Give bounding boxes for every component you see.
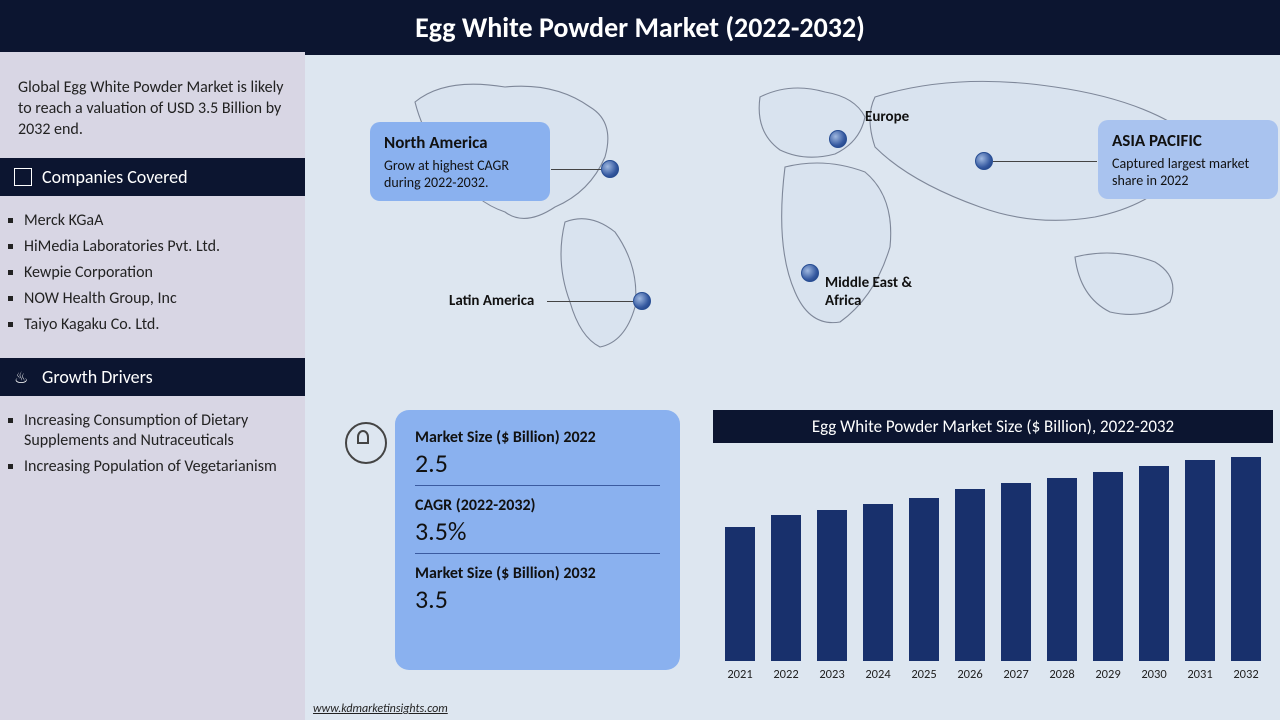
market-stats: Market Size ($ Billion) 2022 2.5 CAGR (2… bbox=[395, 410, 680, 670]
chart-bar bbox=[863, 504, 893, 662]
chart-bar bbox=[955, 489, 985, 661]
page-title: Egg White Powder Market (2022-2032) bbox=[0, 0, 1280, 55]
xaxis-label: 2032 bbox=[1231, 667, 1261, 682]
list-item: Increasing Population of Vegetarianism bbox=[24, 454, 305, 480]
chart-bar bbox=[1231, 457, 1261, 661]
chart-bar bbox=[1139, 466, 1169, 661]
chart-plot bbox=[713, 451, 1273, 661]
chart-bar bbox=[1093, 472, 1123, 662]
xaxis-label: 2027 bbox=[1001, 667, 1031, 682]
xaxis-label: 2023 bbox=[817, 667, 847, 682]
chart-bar bbox=[1047, 478, 1077, 662]
globe-icon bbox=[345, 422, 387, 464]
chart-bar bbox=[909, 498, 939, 661]
chart-bar bbox=[771, 515, 801, 661]
label-mea: Middle East & Africa bbox=[825, 274, 945, 310]
intro-text: Global Egg White Powder Market is likely… bbox=[0, 52, 305, 158]
stat-label: Market Size ($ Billion) 2022 bbox=[415, 428, 660, 447]
stat-value: 3.5 bbox=[415, 583, 660, 615]
map-dot-la bbox=[633, 292, 651, 310]
source-link[interactable]: www.kdmarketinsights.com bbox=[313, 702, 448, 716]
xaxis-label: 2031 bbox=[1185, 667, 1215, 682]
stat-value: 3.5% bbox=[415, 515, 660, 547]
sidebar: Global Egg White Powder Market is likely… bbox=[0, 52, 305, 720]
callout-title: North America bbox=[384, 132, 536, 153]
xaxis-label: 2025 bbox=[909, 667, 939, 682]
xaxis-label: 2028 bbox=[1047, 667, 1077, 682]
chart-bar bbox=[1001, 483, 1031, 661]
connector-line bbox=[551, 169, 601, 170]
map-dot-mea bbox=[801, 264, 819, 282]
flame-icon: ♨ bbox=[14, 368, 32, 386]
xaxis-label: 2021 bbox=[725, 667, 755, 682]
label-latin-america: Latin America bbox=[449, 292, 534, 310]
stat-label: CAGR (2022-2032) bbox=[415, 496, 660, 515]
chart-bar bbox=[725, 527, 755, 661]
xaxis-label: 2030 bbox=[1139, 667, 1169, 682]
companies-list: Merck KGaA HiMedia Laboratories Pvt. Ltd… bbox=[0, 196, 305, 358]
xaxis-label: 2026 bbox=[955, 667, 985, 682]
list-item: Increasing Consumption of Dietary Supple… bbox=[24, 408, 305, 454]
list-item: Taiyo Kagaku Co. Ltd. bbox=[24, 312, 305, 338]
bar-chart: Egg White Powder Market Size ($ Billion)… bbox=[713, 410, 1273, 710]
callout-asia-pacific: ASIA PACIFIC Captured largest market sha… bbox=[1098, 120, 1278, 199]
label-europe: Europe bbox=[865, 108, 909, 126]
map-dot-na bbox=[601, 160, 619, 178]
stat-value: 2.5 bbox=[415, 447, 660, 479]
map-dot-eu bbox=[829, 130, 847, 148]
companies-header: Companies Covered bbox=[0, 158, 305, 196]
list-item: Merck KGaA bbox=[24, 208, 305, 234]
xaxis-label: 2022 bbox=[771, 667, 801, 682]
stat-label: Market Size ($ Billion) 2032 bbox=[415, 564, 660, 583]
drivers-list: Increasing Consumption of Dietary Supple… bbox=[0, 396, 305, 500]
grid-icon bbox=[14, 168, 32, 186]
xaxis-label: 2024 bbox=[863, 667, 893, 682]
list-item: HiMedia Laboratories Pvt. Ltd. bbox=[24, 234, 305, 260]
drivers-title-text: Growth Drivers bbox=[42, 366, 153, 388]
chart-xaxis: 2021 2022 2023 2024 2025 2026 2027 2028 2029 2030… bbox=[713, 667, 1273, 682]
callout-north-america: North America Grow at highest CAGR durin… bbox=[370, 122, 550, 201]
callout-title: ASIA PACIFIC bbox=[1112, 130, 1264, 151]
companies-title-text: Companies Covered bbox=[42, 166, 188, 188]
drivers-header: ♨ Growth Drivers bbox=[0, 358, 305, 396]
xaxis-label: 2029 bbox=[1093, 667, 1123, 682]
connector-line bbox=[993, 161, 1097, 162]
map-dot-ap bbox=[975, 152, 993, 170]
chart-bar bbox=[1185, 460, 1215, 661]
list-item: Kewpie Corporation bbox=[24, 260, 305, 286]
callout-body: Grow at highest CAGR during 2022-2032. bbox=[384, 157, 536, 191]
main-area: North America Grow at highest CAGR durin… bbox=[305, 52, 1280, 720]
list-item: NOW Health Group, Inc bbox=[24, 286, 305, 312]
callout-body: Captured largest market share in 2022 bbox=[1112, 155, 1264, 189]
chart-bar bbox=[817, 510, 847, 662]
chart-title: Egg White Powder Market Size ($ Billion)… bbox=[713, 410, 1273, 443]
connector-line bbox=[547, 301, 633, 302]
